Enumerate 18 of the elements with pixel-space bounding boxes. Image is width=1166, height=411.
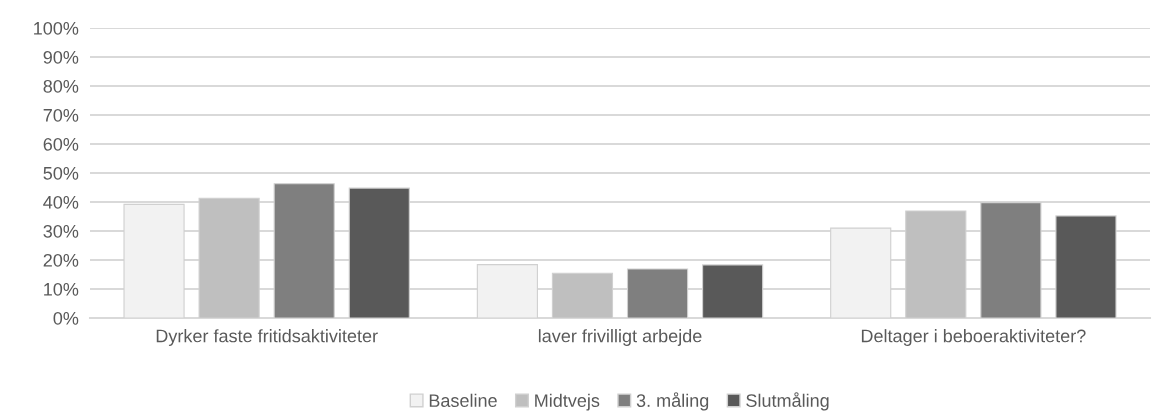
legend-label: Midtvejs [535,393,600,411]
y-tick-label: 70% [43,108,79,122]
x-tick-label: Deltager i beboeraktiviteter? [861,329,1086,346]
legend-label: 3. måling [636,392,709,411]
y-tick-label: 40% [43,195,79,209]
x-tick-label: laver frivilligt arbejde [538,329,702,346]
y-tick-label: 60% [43,137,79,151]
y-tick-label: 20% [43,253,79,267]
legend-label: Baseline [429,393,497,407]
y-tick-label: 100% [34,21,79,35]
y-tick-label: 10% [44,282,79,296]
y-tick-label: 0% [53,311,79,325]
y-tick-label: 50% [43,166,79,180]
legend-label: Slutmåling [746,392,829,411]
y-tick-label: 30% [43,224,79,238]
y-tick-label: 90% [43,50,79,64]
x-tick-label: Dyrker faste fritidsaktiviteter [156,329,378,346]
y-tick-label: 80% [43,79,79,93]
